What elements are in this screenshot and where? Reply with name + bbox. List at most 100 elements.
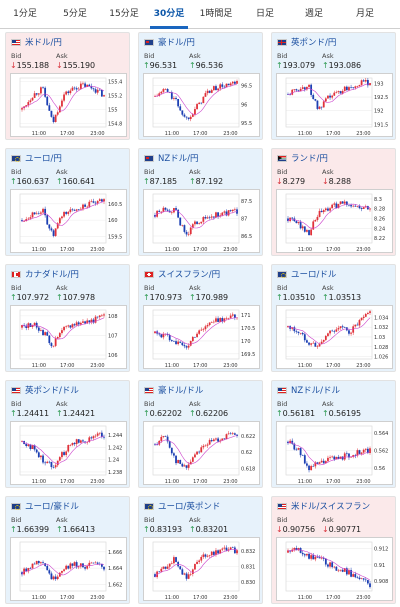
candle-body xyxy=(206,325,209,327)
candle-body xyxy=(44,462,47,464)
price-chart[interactable]: 1.244 1.242 1.24 1.238 11:00 17:00 23:00 xyxy=(10,421,127,485)
pair-name[interactable]: ユーロ/円 xyxy=(25,154,62,164)
pair-name[interactable]: ユーロ/豪ドル xyxy=(25,502,79,512)
price-chart[interactable]: 160.5 160 159.5 11:00 17:00 23:00 xyxy=(10,189,127,253)
candle-body xyxy=(306,340,308,343)
candle-body xyxy=(73,562,76,566)
candle-body xyxy=(181,225,184,226)
price-chart[interactable]: 87.5 87 86.5 11:00 17:00 23:00 xyxy=(143,189,260,253)
price-chart[interactable]: 0.912 0.91 0.908 11:00 17:00 23:00 xyxy=(276,537,393,601)
rate-card[interactable]: ユーロ/豪ドル Bid Ask ↑1.66399 ↑1.66413 1.666 1.664 1… xyxy=(5,496,130,604)
candle-body xyxy=(219,215,222,217)
pair-name[interactable]: NZドル/ドル xyxy=(291,386,341,396)
tab-5min[interactable]: 5分足 xyxy=(63,9,87,19)
pair-header[interactable]: 米ドル/円 xyxy=(11,36,62,48)
price-chart[interactable]: 96.5 96 95.5 11:00 17:00 23:00 xyxy=(143,73,260,137)
rate-card[interactable]: 英ポンド/ドル Bid Ask ↑1.24411 ↑1.24421 1.244 1.242 1… xyxy=(5,380,130,488)
price-chart[interactable]: 1.034 1.032 1.03 1.028 1.026 11:00 17:00 23:00 xyxy=(276,305,393,369)
price-chart[interactable]: 193 192.5 192 191.5 11:00 17:00 23:00 xyxy=(276,73,393,137)
candle-body xyxy=(177,209,180,218)
pair-name[interactable]: 英ポンド/ドル xyxy=(25,386,79,396)
candle-body xyxy=(236,550,238,554)
pair-header[interactable]: 米ドル/スイスフラン xyxy=(277,500,370,512)
pair-name[interactable]: カナダドル/円 xyxy=(25,270,79,280)
candle-body xyxy=(42,562,44,564)
tab-15min[interactable]: 15分足 xyxy=(109,9,139,19)
pair-header[interactable]: NZドル/ドル xyxy=(277,384,340,396)
x-tick-label: 11:00 xyxy=(32,363,46,369)
candle-body xyxy=(23,221,26,222)
pair-header[interactable]: ユーロ/英ポンド xyxy=(144,500,220,512)
rate-card[interactable]: ユーロ/円 Bid Ask ↑160.637 ↑160.641 160.5 160 159.5… xyxy=(5,148,130,256)
pair-name[interactable]: 米ドル/スイスフラン xyxy=(291,502,371,512)
candle-body xyxy=(160,436,163,441)
price-chart[interactable]: 0.622 0.62 0.618 11:00 17:00 23:00 xyxy=(143,421,260,485)
rate-card[interactable]: 米ドル/円 Bid Ask ↓155.188 ↓155.190 155.4 155.2 155… xyxy=(5,32,130,140)
bid-label: Bid xyxy=(277,516,288,524)
pair-name[interactable]: 英ポンド/円 xyxy=(291,38,337,48)
tab-30min[interactable]: 30分足 xyxy=(148,0,190,29)
candle-body xyxy=(185,465,188,468)
pair-name[interactable]: ユーロ/ドル xyxy=(291,270,337,280)
rate-card[interactable]: 英ポンド/円 Bid Ask ↑193.079 ↑193.086 193 192.5 192 1… xyxy=(271,32,396,140)
y-tick-label: 0.618 xyxy=(241,466,255,472)
pair-name[interactable]: ランド/円 xyxy=(291,154,328,164)
tab-1hour[interactable]: 1時間足 xyxy=(199,9,233,19)
price-chart[interactable]: 1.666 1.664 1.662 11:00 17:00 23:00 xyxy=(10,537,127,601)
pair-name[interactable]: 豪ドル/ドル xyxy=(158,386,204,396)
candle-body xyxy=(299,332,302,334)
tab-1min[interactable]: 1分足 xyxy=(13,9,37,19)
pair-header[interactable]: スイスフラン/円 xyxy=(144,268,220,280)
pair-header[interactable]: ランド/円 xyxy=(277,152,328,164)
price-chart[interactable]: 155.4 155.2 155 154.8 11:00 17:00 23:00 xyxy=(10,73,127,137)
pair-name[interactable]: NZドル/円 xyxy=(158,154,199,164)
candle-body xyxy=(287,326,289,328)
pair-name[interactable]: 豪ドル/円 xyxy=(158,38,195,48)
candle-body xyxy=(318,557,321,559)
pair-header[interactable]: 英ポンド/ドル xyxy=(11,384,79,396)
pair-header[interactable]: ユーロ/円 xyxy=(11,152,62,164)
y-tick-label: 0.562 xyxy=(374,449,388,455)
pair-header[interactable]: 豪ドル/円 xyxy=(144,36,195,48)
tab-monthly[interactable]: 月足 xyxy=(355,9,374,19)
tab-daily[interactable]: 日足 xyxy=(255,9,274,19)
candle-body xyxy=(229,433,232,435)
candle-body xyxy=(202,217,205,222)
rate-card[interactable]: 豪ドル/円 Bid Ask ↑96.531 ↑96.536 96.5 96 95.5 11:00… xyxy=(138,32,263,140)
pair-header[interactable]: ユーロ/ドル xyxy=(277,268,336,280)
candle-body xyxy=(158,440,161,445)
tab-weekly[interactable]: 週足 xyxy=(304,9,323,19)
rate-card[interactable]: 米ドル/スイスフラン Bid Ask ↓0.90756 ↓0.90771 0.912 0.9… xyxy=(271,496,396,604)
candle-body xyxy=(343,327,346,328)
candle-body xyxy=(341,326,344,328)
pair-header[interactable]: 英ポンド/円 xyxy=(277,36,336,48)
pair-name[interactable]: ユーロ/英ポンド xyxy=(158,502,221,512)
rate-card[interactable]: スイスフラン/円 Bid Ask ↑170.973 ↑170.989 171 170.5 17… xyxy=(138,264,263,372)
price-chart[interactable]: 8.3 8.28 8.26 8.24 8.22 11:00 17:00 23:00 xyxy=(276,189,393,253)
price-chart[interactable]: 171 170.5 170 169.5 11:00 17:00 23:00 xyxy=(143,305,260,369)
rate-card[interactable]: NZドル/円 Bid Ask ↑87.185 ↑87.192 87.5 87 86.5 11:0… xyxy=(138,148,263,256)
candle-body xyxy=(301,552,304,555)
pair-header[interactable]: カナダドル/円 xyxy=(11,268,79,280)
pair-name[interactable]: 米ドル/円 xyxy=(25,38,62,48)
candle-body xyxy=(75,209,78,211)
y-tick-label: 160.5 xyxy=(108,202,122,208)
bid-value: ↑1.66399 xyxy=(10,525,49,534)
rate-card[interactable]: NZドル/ドル Bid Ask ↑0.56181 ↑0.56195 0.564 0.562 0… xyxy=(271,380,396,488)
candle-body xyxy=(310,229,313,236)
rate-card[interactable]: 豪ドル/ドル Bid Ask ↑0.62202 ↑0.62206 0.622 0.62 0.6… xyxy=(138,380,263,488)
candle-body xyxy=(318,210,321,217)
rate-card[interactable]: ユーロ/英ポンド Bid Ask ↑0.83193 ↑0.83201 0.832 0.831… xyxy=(138,496,263,604)
rate-card[interactable]: カナダドル/円 Bid Ask ↑107.972 ↑107.978 108 107 106 11… xyxy=(5,264,130,372)
pair-header[interactable]: 豪ドル/ドル xyxy=(144,384,203,396)
pair-header[interactable]: ユーロ/豪ドル xyxy=(11,500,79,512)
price-chart[interactable]: 0.832 0.831 0.830 11:00 17:00 23:00 xyxy=(143,537,260,601)
rate-card[interactable]: ランド/円 Bid Ask ↓8.279 ↓8.288 8.3 8.28 8.26 8.24 8.… xyxy=(271,148,396,256)
x-tick-label: 17:00 xyxy=(193,595,207,601)
rate-card[interactable]: ユーロ/ドル Bid Ask ↑1.03510 ↑1.03513 1.034 1.032 1.… xyxy=(271,264,396,372)
pair-header[interactable]: NZドル/円 xyxy=(144,152,199,164)
price-chart[interactable]: 0.564 0.562 0.56 11:00 17:00 23:00 xyxy=(276,421,393,485)
pair-name[interactable]: スイスフラン/円 xyxy=(158,270,221,280)
price-chart[interactable]: 108 107 106 11:00 17:00 23:00 xyxy=(10,305,127,369)
candle-body xyxy=(158,93,161,96)
